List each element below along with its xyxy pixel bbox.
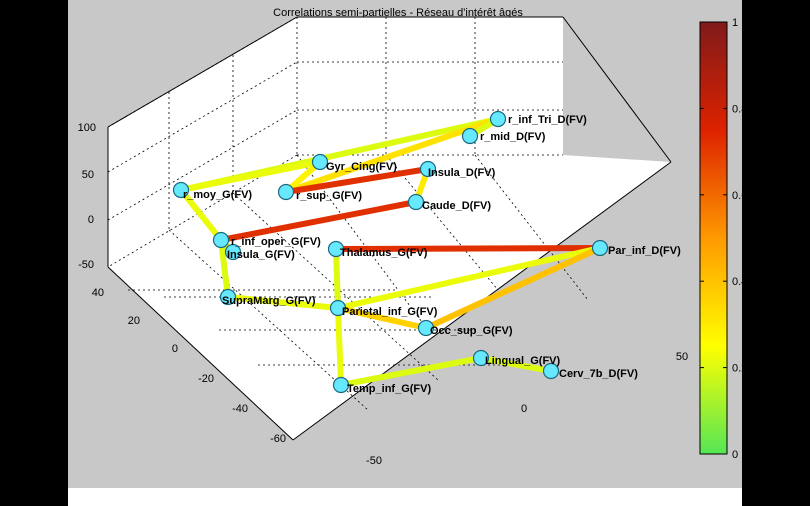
node-label-cerv: Cerv_7b_D(FV): [559, 368, 638, 380]
y-tick-label: 40: [92, 287, 104, 299]
colorbar-tick-label: 0.4: [732, 276, 742, 288]
node-caude: [407, 193, 425, 211]
edge-pig-par_d: [335, 245, 603, 311]
node-label-insD: Insula_D(FV): [428, 167, 496, 179]
x-tick-label: -50: [366, 455, 382, 467]
figure-window: Correlations semi-partielles - Réseau d'…: [68, 0, 748, 488]
node-par_d: [591, 239, 609, 257]
node-occ: [417, 319, 435, 337]
node-sup: [277, 183, 295, 201]
node-label-oper: r_inf_oper_G(FV): [231, 236, 321, 248]
edge-par_d-occ: [423, 245, 603, 331]
node-label-insG: Insula_G(FV): [227, 249, 295, 261]
node-label-mid: r_mid_D(FV): [480, 131, 546, 143]
colorbar-tick-label: 0.8: [732, 103, 742, 115]
node-cing: [311, 153, 329, 171]
colorbar-tick-label: 0.2: [732, 363, 742, 375]
edge-tri-sup: [283, 116, 501, 195]
network-chart: Correlations semi-partielles - Réseau d'…: [78, 7, 748, 467]
x-tick-label: 0: [521, 403, 527, 415]
z-tick-label: 0: [88, 214, 94, 226]
edge-caude-oper: [218, 199, 419, 243]
axis-ticks: -50 0 50 100 -60 -40 -20 0 20 40 -50 0 50: [78, 122, 688, 467]
colorbar: 0 0.2 0.4 0.6 0.8 1: [699, 17, 747, 461]
y-tick-label: -40: [232, 403, 248, 415]
z-tick-label: 50: [82, 169, 94, 181]
node-label-sup: r_sup_G(FV): [296, 190, 362, 202]
edge-moy-oper: [178, 187, 224, 243]
node-label-par_d: Par_inf_D(FV): [608, 245, 681, 257]
edge-pig-occ: [335, 305, 429, 331]
node-cerv: [542, 362, 560, 380]
edge-supm-pig: [225, 294, 341, 311]
colorbar-tick-label: 1: [732, 17, 738, 29]
edge-temp-ling: [338, 355, 484, 388]
y-tick-label: -20: [198, 373, 214, 385]
node-label-moy: r_moy_G(FV): [183, 189, 252, 201]
node-pig: [329, 299, 347, 317]
node-insG: [224, 243, 242, 261]
node-insD: [419, 160, 437, 178]
colorbar-tick-label: 0.6: [732, 190, 742, 202]
edge-thal-par_d: [333, 245, 603, 252]
node-ling: [472, 349, 490, 367]
y-tick-label: 20: [128, 315, 140, 327]
colorbar-scale: [699, 21, 728, 455]
node-label-thal: Thalamus_G(FV): [340, 247, 428, 259]
node-oper: [212, 231, 230, 249]
node-supm: [219, 288, 237, 306]
edge-insD-sup: [283, 166, 431, 195]
nodes: [172, 110, 609, 394]
node-tri: [489, 110, 507, 128]
edge-ling-cerv: [478, 355, 554, 374]
node-label-cing: Gyr_Cing(FV): [326, 161, 397, 173]
node-thal: [327, 240, 345, 258]
edge-pig-temp: [335, 305, 344, 388]
z-tick-label: 100: [78, 122, 96, 134]
node-moy: [172, 181, 190, 199]
edge-moy-cing: [178, 159, 323, 193]
bottom-strip: [68, 488, 742, 506]
edge-oper-supm: [218, 237, 231, 300]
node-label-pig: Parietal_inf_G(FV): [342, 306, 438, 318]
colorbar-tick-label: 0: [732, 449, 738, 461]
node-label-caude: Caude_D(FV): [422, 200, 491, 212]
node-label-tri: r_inf_Tri_D(FV): [508, 114, 587, 126]
node-mid: [461, 127, 479, 145]
node-temp: [332, 376, 350, 394]
node-label-temp: Temp_inf_G(FV): [347, 383, 431, 395]
y-tick-label: -60: [270, 433, 286, 445]
edge-thal-pig: [333, 246, 341, 311]
node-labels: r_inf_Tri_D(FV) r_mid_D(FV) Gyr_Cing(FV) In…: [183, 114, 681, 395]
z-tick-label: -50: [78, 259, 94, 271]
node-label-supm: SupraMarg_G(FV): [222, 295, 316, 307]
node-label-occ: Occ_sup_G(FV): [430, 325, 513, 337]
y-tick-label: 0: [172, 343, 178, 355]
chart-title: Correlations semi-partielles - Réseau d'…: [273, 7, 523, 19]
x-tick-label: 50: [676, 351, 688, 363]
node-label-ling: Lingual_G(FV): [485, 355, 561, 367]
